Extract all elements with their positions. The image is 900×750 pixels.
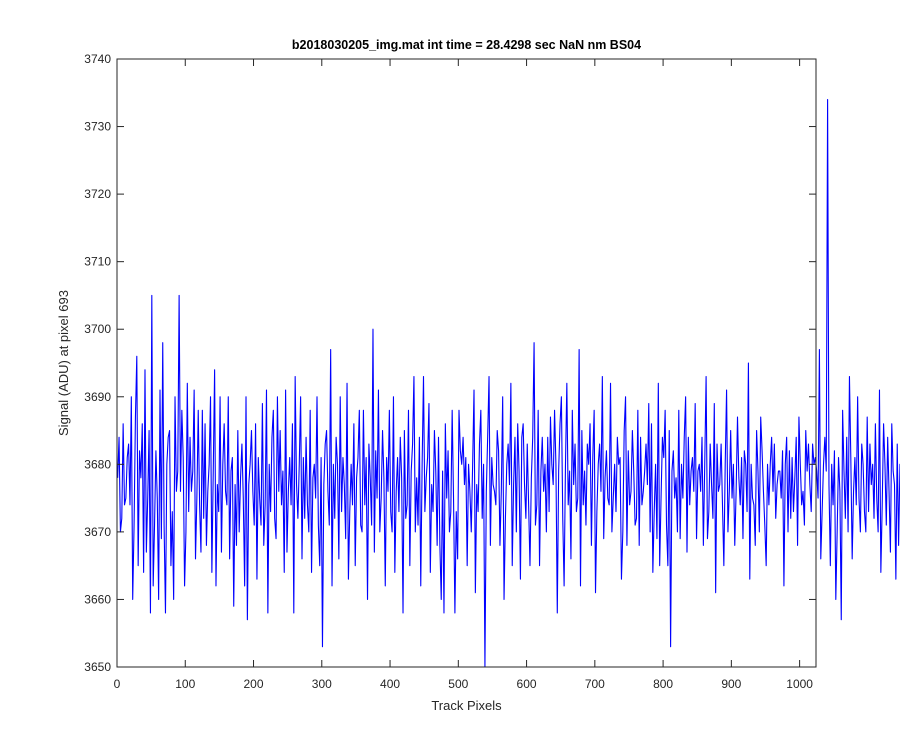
x-tick-label: 500 <box>448 677 468 691</box>
y-tick-label: 3730 <box>84 120 111 134</box>
x-tick-label: 600 <box>517 677 537 691</box>
y-tick-label: 3660 <box>84 592 111 606</box>
x-tick-label: 200 <box>244 677 264 691</box>
y-tick-label: 3700 <box>84 322 111 336</box>
series-line <box>117 98 900 668</box>
y-axis-label: Signal (ADU) at pixel 693 <box>56 290 71 436</box>
chart-title: b2018030205_img.mat int time = 28.4298 s… <box>292 38 641 52</box>
x-axis-label: Track Pixels <box>431 698 502 713</box>
y-tick-label: 3690 <box>84 390 111 404</box>
x-tick-label: 800 <box>653 677 673 691</box>
x-tick-label: 900 <box>721 677 741 691</box>
y-tick-label: 3720 <box>84 187 111 201</box>
y-tick-label: 3740 <box>84 52 111 66</box>
axes-background <box>117 59 816 667</box>
y-tick-label: 3710 <box>84 255 111 269</box>
y-tick-label: 3680 <box>84 457 111 471</box>
plot-area <box>117 98 900 668</box>
y-axis: 3650 3660 3670 3680 3690 3700 3710 3720 3730 3740 <box>84 52 816 674</box>
y-tick-label: 3670 <box>84 525 111 539</box>
x-axis: 0 100 200 300 400 500 600 700 800 900 1000 <box>114 59 813 691</box>
axes-box <box>116 58 817 668</box>
x-tick-label: 400 <box>380 677 400 691</box>
x-tick-label: 1000 <box>786 677 813 691</box>
x-tick-label: 100 <box>175 677 195 691</box>
y-tick-label: 3650 <box>84 660 111 674</box>
x-tick-label: 0 <box>114 677 121 691</box>
x-tick-label: 700 <box>585 677 605 691</box>
x-tick-label: 300 <box>312 677 332 691</box>
